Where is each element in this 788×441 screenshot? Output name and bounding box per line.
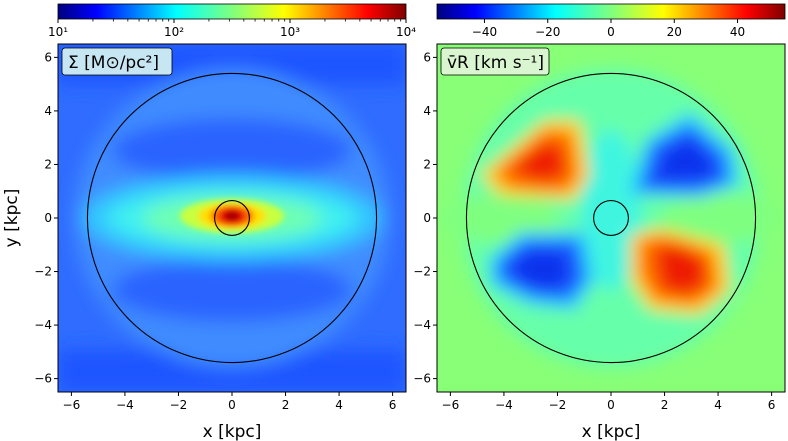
velocity-x-tick-label: 0 xyxy=(607,398,615,412)
velocity-x-tick-label: 2 xyxy=(661,398,669,412)
density-y-tick-label: −6 xyxy=(34,372,52,386)
velocity-colorbar-tick-label: 0 xyxy=(607,25,615,39)
density-x-tick-label: −4 xyxy=(116,398,134,412)
velocity-colorbar-tick-label: 40 xyxy=(730,25,745,39)
density-x-axis-label: x [kpc] xyxy=(203,422,262,441)
density-y-tick-label: −2 xyxy=(34,265,52,279)
velocity-y-tick-label: 4 xyxy=(423,104,431,118)
density-y-tick-label: 6 xyxy=(44,50,52,64)
velocity-colorbar-tick-label: −40 xyxy=(472,25,497,39)
density-x-tick-label: 0 xyxy=(228,398,236,412)
velocity-x-tick-label: −2 xyxy=(549,398,567,412)
density-panel-label: Σ [M⊙/pc²] xyxy=(68,53,159,73)
density-x-tick-label: −6 xyxy=(63,398,81,412)
density-colorbar: 10¹ 10² 10³ 10⁴ xyxy=(48,3,416,39)
density-inner-circle xyxy=(214,200,250,236)
velocity-inner-circle xyxy=(593,200,629,236)
density-y-tick-label: 4 xyxy=(44,104,52,118)
velocity-colorbar-tick-label: 20 xyxy=(667,25,682,39)
density-y-tick-label: 0 xyxy=(44,211,52,225)
velocity-colorbar-tick-label: −20 xyxy=(535,25,560,39)
velocity-colorbar-gradient xyxy=(436,3,786,20)
density-x-tick-label: 4 xyxy=(335,398,343,412)
radial-velocity-panel: −40 −20 0 20 40 xyxy=(413,3,786,441)
density-colorbar-tick-label: 10⁴ xyxy=(396,25,416,39)
density-y-tick-label: −4 xyxy=(34,318,52,332)
density-circles xyxy=(86,72,378,364)
density-colorbar-gradient xyxy=(57,3,407,20)
velocity-y-tick-label: 0 xyxy=(423,211,431,225)
velocity-colorbar-ticks: −40 −20 0 20 40 xyxy=(472,19,745,39)
velocity-y-tick-label: −4 xyxy=(413,318,431,332)
velocity-y-tick-label: −2 xyxy=(413,265,431,279)
velocity-panel-label: v̄R [km s⁻¹] xyxy=(447,53,544,73)
density-heatmap xyxy=(58,44,406,392)
velocity-x-tick-label: −4 xyxy=(495,398,513,412)
velocity-y-tick-label: −6 xyxy=(413,372,431,386)
density-colorbar-tick-label: 10¹ xyxy=(48,25,68,39)
velocity-x-tick-label: 6 xyxy=(768,398,776,412)
density-y-axis-label: y [kpc] xyxy=(2,189,22,248)
density-colorbar-ticks: 10¹ 10² 10³ 10⁴ xyxy=(48,19,416,39)
density-x-tick-label: 6 xyxy=(389,398,397,412)
density-colorbar-tick-label: 10² xyxy=(164,25,184,39)
velocity-x-tick-label: −6 xyxy=(442,398,460,412)
velocity-y-tick-label: 2 xyxy=(423,157,431,171)
surface-density-panel: 10¹ 10² 10³ 10⁴ xyxy=(2,3,416,441)
density-y-tick-label: 2 xyxy=(44,157,52,171)
velocity-x-tick-label: 4 xyxy=(714,398,722,412)
velocity-colorbar: −40 −20 0 20 40 xyxy=(436,3,786,39)
density-colorbar-tick-label: 10³ xyxy=(280,25,300,39)
density-outer-circle xyxy=(86,72,378,364)
density-axes: −6 −4 −2 0 2 4 6 −6 −4 −2 0 2 4 6 xyxy=(34,50,396,412)
density-label-box: Σ [M⊙/pc²] xyxy=(61,47,173,76)
density-x-tick-label: −2 xyxy=(170,398,188,412)
velocity-axes: −6 −4 −2 0 2 4 6 −6 −4 −2 0 2 4 6 xyxy=(413,50,775,412)
density-x-tick-label: 2 xyxy=(282,398,290,412)
velocity-x-axis-label: x [kpc] xyxy=(582,422,641,441)
velocity-heatmap xyxy=(437,44,785,392)
velocity-y-tick-label: 6 xyxy=(423,50,431,64)
velocity-circles xyxy=(465,72,757,364)
velocity-label-box: v̄R [km s⁻¹] xyxy=(440,47,550,76)
velocity-outer-circle xyxy=(465,72,757,364)
